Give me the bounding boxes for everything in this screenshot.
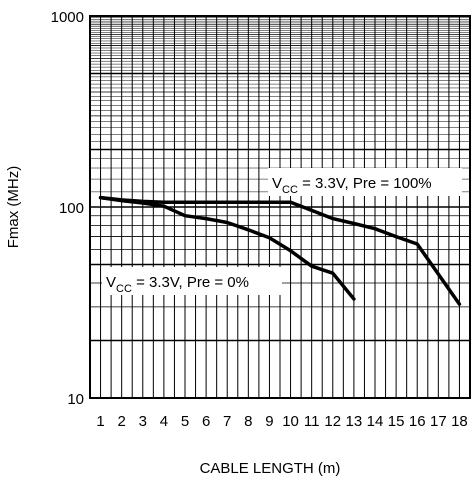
x-tick-label: 16: [409, 413, 426, 430]
x-tick-label: 10: [282, 413, 299, 430]
x-tick-label: 15: [388, 413, 405, 430]
plot-grid: [89, 16, 471, 399]
series-line-1: [98, 195, 356, 301]
x-tick-label: 2: [117, 413, 125, 430]
x-tick-label: 5: [181, 413, 189, 430]
x-tick-label: 7: [223, 413, 231, 430]
series-annotation-0: VCC = 3.3V, Pre = 100%: [272, 175, 432, 196]
x-tick-label: 13: [346, 413, 363, 430]
plot-frame: [89, 15, 471, 399]
x-tick-label: 4: [160, 413, 168, 430]
x-tick-label: 3: [139, 413, 147, 430]
x-tick-label: 8: [244, 413, 252, 430]
x-tick-label: 1: [96, 413, 104, 430]
x-tick-label: 9: [265, 413, 273, 430]
series-line-0: [98, 195, 462, 306]
x-tick-label: 6: [202, 413, 210, 430]
x-tick-label: 12: [324, 413, 341, 430]
annotation-background: [268, 168, 462, 196]
y-tick-label: 10: [67, 391, 84, 408]
y-tick-label: 100: [59, 200, 84, 217]
x-tick-label: 14: [367, 413, 384, 430]
annotation-background: [102, 267, 282, 295]
x-tick-label: 11: [304, 413, 320, 430]
y-axis-title: Fmax (MHz): [5, 166, 22, 249]
series-layer: [98, 195, 462, 306]
y-tick-label: 1000: [51, 9, 84, 26]
x-axis-title: CABLE LENGTH (m): [200, 460, 341, 477]
series-annotation-1: VCC = 3.3V, Pre = 0%: [106, 274, 249, 295]
x-tick-label: 18: [451, 413, 468, 430]
x-tick-label: 17: [430, 413, 447, 430]
annotation-layer: VCC = 3.3V, Pre = 100% VCC = 3.3V, Pre = …: [102, 168, 462, 295]
